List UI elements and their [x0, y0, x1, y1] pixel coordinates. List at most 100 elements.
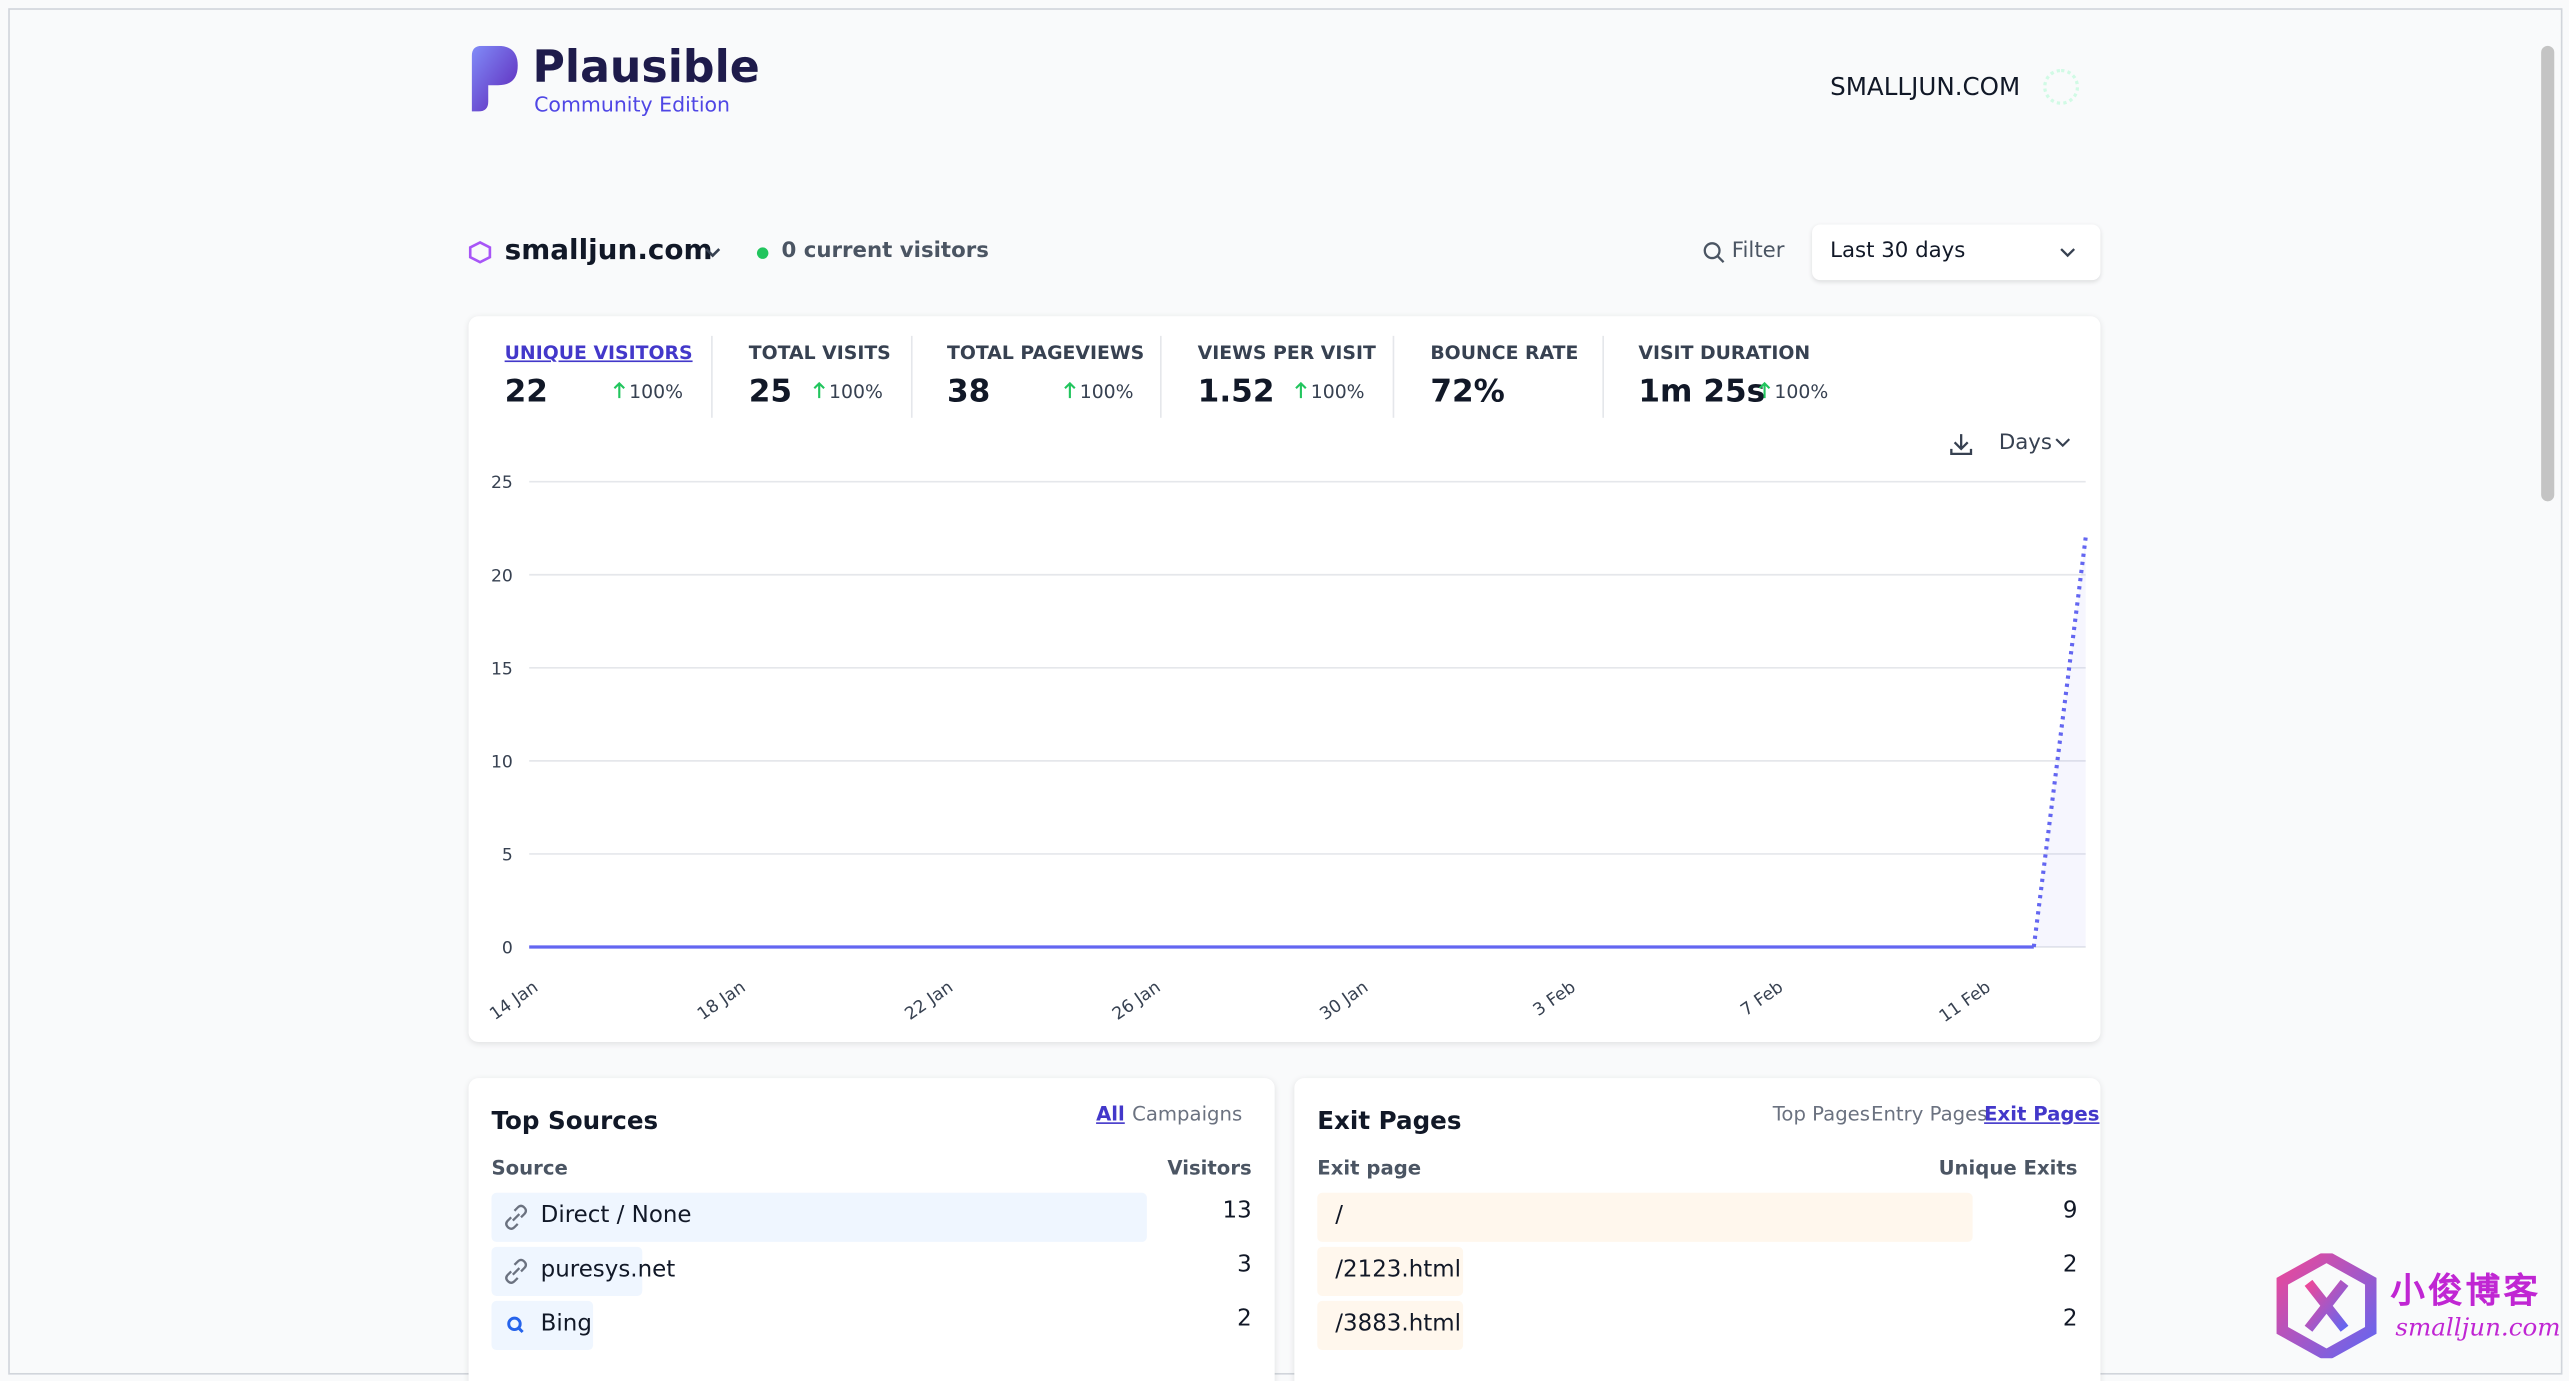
row-value: 2 — [1237, 1305, 1252, 1333]
source-icon — [505, 1204, 528, 1230]
site-name[interactable]: smalljun.com — [504, 234, 713, 268]
row-bar — [491, 1192, 1147, 1242]
main-graph-card: UNIQUE VISITORS 22 100% TOTAL VISITS 25 100% T… — [468, 316, 2101, 1043]
period-label[interactable]: Last 30 days — [1830, 239, 1966, 264]
metric-change: 100% — [1310, 380, 1365, 404]
x-tick-label: 11 Feb — [1936, 977, 1995, 1027]
panel-tab[interactable]: Campaigns — [1132, 1102, 1243, 1126]
x-tick-label: 26 Jan — [1109, 977, 1165, 1024]
metric-value: 72% — [1430, 373, 1505, 410]
metric-change: 100% — [1774, 380, 1829, 404]
metric-change: 100% — [629, 380, 684, 404]
watermark-logo — [2276, 1253, 2377, 1359]
row-label[interactable]: /3883.html — [1335, 1310, 1461, 1337]
row-value: 2 — [2062, 1251, 2078, 1278]
metric-change: 100% — [1079, 380, 1134, 404]
filter-icon[interactable] — [1702, 241, 1725, 264]
metric-label[interactable]: UNIQUE VISITORS — [504, 340, 693, 364]
period-chevron[interactable] — [2058, 244, 2078, 260]
logo-icon[interactable] — [469, 45, 521, 115]
panel-title: Top Sources — [491, 1105, 659, 1136]
y-tick-label: 10 — [491, 752, 513, 772]
window-border — [8, 8, 2563, 1375]
change-arrow — [1295, 381, 1307, 399]
filter-button[interactable]: Filter — [1731, 239, 1785, 264]
column-header: Unique Exits — [1938, 1156, 2078, 1180]
top-sources-card: Top Sources All Campaigns Source Visitors Dir… — [468, 1078, 1275, 1381]
live-dot — [756, 247, 769, 259]
metric-label[interactable]: TOTAL VISITS — [748, 340, 891, 364]
metric-value: 1.52 — [1197, 373, 1275, 410]
row-value: 2 — [2062, 1305, 2078, 1333]
panel-tab[interactable]: Exit Pages — [1984, 1102, 2100, 1126]
row-label[interactable]: Direct / None — [540, 1202, 692, 1229]
change-arrow — [1758, 381, 1771, 399]
visitors-line-incomplete — [2031, 537, 2088, 948]
y-tick-label: 15 — [491, 659, 513, 679]
row-label[interactable]: puresys.net — [540, 1256, 676, 1283]
row-bar — [1317, 1192, 1973, 1242]
change-arrow — [1064, 381, 1076, 399]
interval-chevron[interactable] — [2055, 436, 2071, 449]
x-tick-label: 14 Jan — [486, 977, 542, 1024]
y-tick-label: 20 — [491, 566, 513, 586]
site-label[interactable]: SMALLJUN.COM — [1830, 72, 2021, 102]
current-visitors[interactable]: 0 current visitors — [781, 239, 989, 264]
scrollbar-thumb[interactable] — [2541, 45, 2555, 502]
metric-value: 1m 25s — [1638, 373, 1766, 410]
metric-divider — [1392, 335, 1395, 418]
y-tick-label: 5 — [502, 845, 513, 865]
source-icon — [507, 1316, 524, 1334]
row-value: 13 — [1222, 1197, 1252, 1224]
metric-change: 100% — [829, 380, 883, 404]
column-header: Exit page — [1317, 1156, 1422, 1180]
download-icon[interactable] — [1948, 431, 1974, 457]
metric-value: 22 — [504, 373, 548, 410]
change-arrow — [813, 381, 825, 399]
x-tick-label: 18 Jan — [694, 977, 750, 1024]
column-header: Visitors — [1167, 1156, 1252, 1180]
column-header: Source — [491, 1156, 568, 1180]
panel-tab[interactable]: Entry Pages — [1871, 1102, 1988, 1126]
row-value: 3 — [1237, 1251, 1252, 1278]
row-bar — [1317, 1246, 1463, 1296]
panel-title: Exit Pages — [1317, 1105, 1462, 1136]
metric-value: 38 — [946, 373, 991, 410]
change-arrow — [613, 381, 625, 399]
panel-tab[interactable]: All — [1096, 1102, 1125, 1126]
x-tick-label: 30 Jan — [1316, 977, 1372, 1024]
row-label[interactable]: Bing — [540, 1310, 592, 1337]
row-bar — [1317, 1300, 1463, 1351]
interval-picker[interactable]: Days — [1998, 430, 2053, 456]
metric-divider — [1159, 335, 1162, 418]
row-value: 9 — [2062, 1197, 2078, 1224]
site-icon — [468, 241, 492, 264]
visitors-area — [2033, 537, 2086, 947]
row-label[interactable]: /2123.html — [1335, 1256, 1461, 1283]
metric-label[interactable]: VISIT DURATION — [1638, 340, 1811, 364]
x-tick-label: 7 Feb — [1737, 977, 1787, 1020]
exit-pages-card: Exit Pages Top Pages Entry Pages Exit Pages… — [1294, 1078, 2101, 1381]
metric-label[interactable]: VIEWS PER VISIT — [1197, 340, 1376, 364]
y-tick-label: 0 — [502, 939, 513, 959]
metric-divider — [711, 335, 713, 418]
avatar[interactable] — [2043, 68, 2080, 105]
metric-value: 25 — [748, 373, 793, 410]
logo-title[interactable]: Plausible — [532, 42, 760, 94]
site-chevron[interactable] — [703, 244, 723, 260]
watermark-title: 小俊博客 — [2390, 1269, 2542, 1311]
row-label[interactable]: / — [1335, 1202, 1344, 1229]
panel-tab[interactable]: Top Pages — [1772, 1102, 1871, 1126]
source-icon — [505, 1258, 528, 1285]
watermark-subtitle: smalljun.com — [2395, 1312, 2561, 1342]
period-picker[interactable] — [1812, 224, 2101, 281]
metric-label[interactable]: BOUNCE RATE — [1430, 340, 1579, 364]
metric-label[interactable]: TOTAL PAGEVIEWS — [946, 340, 1145, 364]
metric-divider — [1602, 335, 1604, 418]
y-tick-label: 25 — [491, 473, 513, 493]
metric-divider — [910, 335, 913, 418]
logo-subtitle: Community Edition — [534, 91, 731, 117]
visitors-chart: 0 5 10 15 20 25 14 Jan 18 Jan 22 Jan 26 Jan 30 Jan… — [486, 473, 2088, 1027]
